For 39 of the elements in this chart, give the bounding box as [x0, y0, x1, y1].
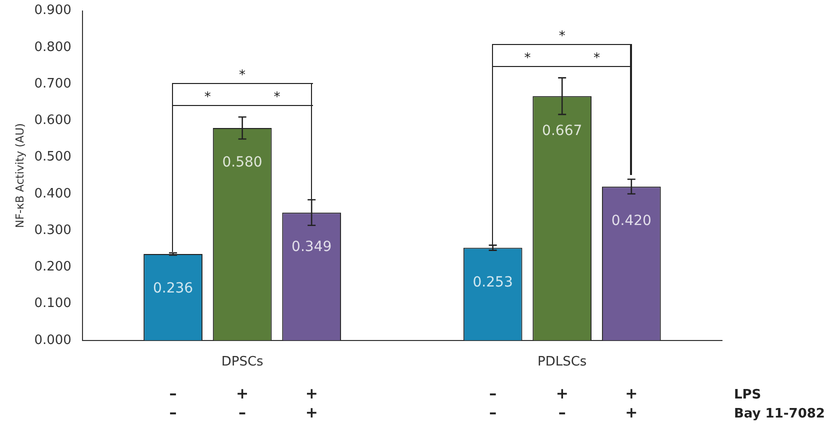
text: –	[489, 384, 497, 402]
text: 0.253	[472, 274, 513, 290]
y-tick-label: 0.100	[34, 296, 72, 312]
annotation: *	[204, 90, 212, 106]
x-tick-label: PDLSCs	[538, 354, 587, 370]
y-tick-label: 0.800	[34, 40, 72, 55]
text: 0.349	[292, 239, 332, 256]
annotation: *	[524, 50, 532, 66]
text: –	[489, 403, 497, 422]
y-tick-label: 0.600	[34, 113, 72, 128]
text: +	[305, 403, 318, 422]
annotation: *	[239, 68, 246, 84]
x-tick-label: DPSCs	[221, 354, 264, 370]
y-tick-label: 0.900	[34, 3, 72, 18]
y-tick-label: 0.000	[34, 332, 72, 348]
text: –	[558, 403, 566, 422]
text: 0.580	[222, 154, 262, 171]
y-tick-label: 0.300	[34, 222, 72, 238]
y-axis-title: NF-κB Activity (AU)	[13, 123, 26, 228]
text: –	[169, 403, 177, 422]
text: –	[169, 384, 177, 402]
text: +	[625, 384, 638, 402]
y-tick-label: 0.500	[34, 150, 72, 165]
annotation: *	[594, 50, 600, 66]
text: 0.420	[611, 213, 652, 230]
text: 0.236	[152, 280, 194, 297]
y-tick-label: 0.400	[34, 186, 72, 202]
annotation: *	[274, 90, 281, 106]
text: +	[236, 384, 249, 402]
annotation: *	[558, 28, 566, 44]
text: +	[556, 384, 568, 402]
text: –	[238, 403, 246, 422]
text: LPS	[734, 387, 762, 402]
text: +	[625, 403, 638, 422]
text: 0.667	[542, 122, 582, 139]
text: +	[305, 384, 318, 402]
text: Bay 11-7082	[734, 406, 825, 422]
y-tick-label: 0.200	[34, 260, 72, 275]
y-tick-label: 0.700	[34, 76, 72, 92]
